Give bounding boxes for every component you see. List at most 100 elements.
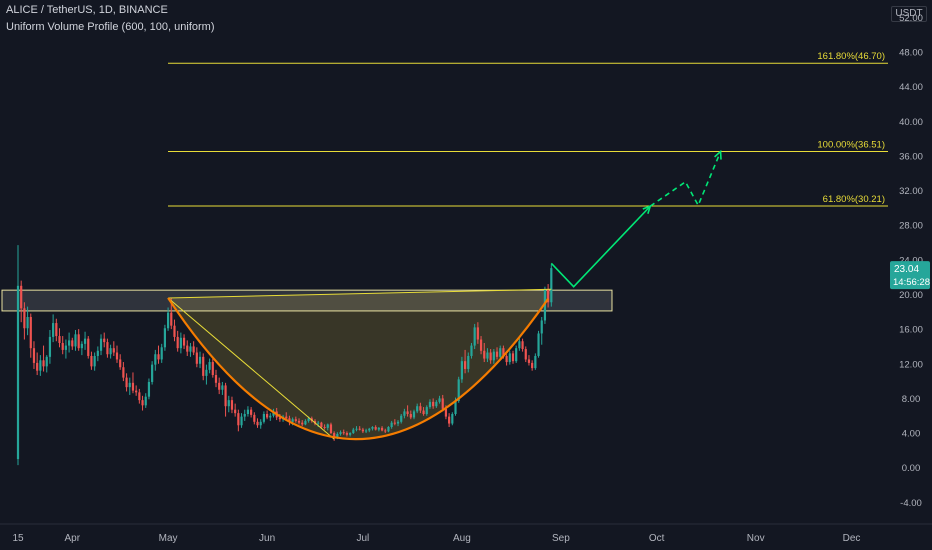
currency-unit-label[interactable]: USDT: [891, 6, 927, 22]
candle-body: [151, 364, 154, 382]
candle-body: [460, 361, 463, 380]
candle-body: [317, 422, 320, 424]
candle-body: [74, 334, 77, 347]
candle-body: [390, 422, 393, 427]
candle-body: [125, 377, 128, 388]
candle-body: [476, 327, 479, 340]
candle-body: [320, 422, 323, 427]
candle-body: [58, 336, 61, 343]
candle-body: [83, 338, 87, 344]
time-tick-label: Dec: [843, 533, 861, 544]
fib-level-label: 100.00%(36.51): [817, 139, 885, 150]
candle-body: [483, 350, 486, 359]
candle-body: [301, 422, 304, 425]
candle-body: [307, 418, 310, 421]
price-tick-label: 52.00: [899, 13, 923, 24]
candle-body: [250, 409, 253, 415]
candle-body: [71, 340, 74, 347]
candle-body: [371, 426, 374, 429]
fib-level-label: 161.80%(46.70): [817, 51, 885, 62]
candle-body: [141, 400, 144, 406]
candle-body: [278, 417, 281, 420]
candle-body: [160, 347, 163, 360]
candle-body: [342, 432, 345, 434]
candle-body: [119, 359, 122, 368]
price-tick-label: 4.00: [902, 429, 921, 440]
candle-body: [154, 354, 157, 365]
candle-body: [288, 418, 291, 422]
price-tick-label: 0.00: [902, 463, 921, 474]
candle-body: [29, 316, 32, 349]
candle-body: [489, 352, 492, 361]
candle-body: [349, 433, 352, 435]
candle-body: [122, 367, 125, 378]
trend-line: [167, 297, 335, 440]
candle-body: [294, 419, 297, 421]
candle-body: [234, 409, 237, 414]
candle-body: [182, 337, 186, 346]
candle-body: [323, 426, 326, 428]
candle-body: [291, 419, 294, 422]
symbol-title[interactable]: ALICE / TetherUS, 1D, BINANCE: [6, 4, 168, 16]
candle-body: [409, 414, 412, 418]
candle-body: [339, 432, 342, 434]
candle-body: [387, 426, 390, 432]
candle-body: [438, 398, 441, 402]
candle-body: [39, 360, 42, 371]
candle-body: [361, 429, 364, 432]
candle-body: [262, 414, 265, 422]
candle-body: [128, 382, 131, 388]
candle-body: [192, 346, 195, 353]
time-tick-label: Oct: [649, 533, 665, 544]
price-tick-label: 36.00: [899, 151, 923, 162]
candle-body: [499, 348, 502, 357]
candle-body: [198, 356, 202, 364]
candle-body: [208, 362, 211, 370]
candle-body: [502, 348, 505, 356]
price-tick-label: 28.00: [899, 221, 923, 232]
candle-body: [32, 348, 36, 363]
time-tick-label: Apr: [65, 533, 81, 544]
candle-body: [221, 385, 224, 390]
candle-body: [537, 333, 540, 356]
price-tick-label: 8.00: [902, 394, 921, 405]
candle-body: [486, 352, 489, 359]
candle-body: [527, 359, 531, 363]
price-tick-label: 44.00: [899, 82, 923, 93]
candle-body: [42, 360, 45, 367]
candle-body: [345, 433, 349, 435]
candle-body: [224, 385, 227, 407]
candle-body: [20, 285, 23, 309]
cup-fill: [168, 289, 552, 440]
candle-body: [176, 336, 179, 349]
candle-body: [435, 401, 438, 407]
indicator-title[interactable]: Uniform Volume Profile (600, 100, unifor…: [6, 21, 215, 33]
candle-body: [237, 413, 240, 426]
candle-body: [265, 414, 269, 418]
candle-body: [93, 355, 96, 367]
cup-rim-line: [168, 288, 552, 299]
price-tick-label: 16.00: [899, 325, 923, 336]
time-tick-label: May: [159, 533, 178, 544]
candle-body: [227, 400, 230, 407]
candle-body: [457, 379, 460, 402]
candle-body: [285, 416, 288, 419]
time-tick-label: Sep: [552, 533, 570, 544]
candle-body: [67, 340, 71, 346]
time-tick-label: Nov: [747, 533, 765, 544]
candle-body: [448, 416, 451, 424]
cup-curve: [167, 297, 550, 441]
last-price-badge: [890, 261, 930, 290]
price-tick-label: 12.00: [899, 359, 923, 370]
candle-body: [550, 268, 553, 303]
candle-body: [106, 342, 109, 355]
candle-body: [99, 338, 103, 351]
candle-body: [358, 428, 361, 430]
candle-body: [259, 421, 262, 426]
candle-body: [112, 348, 115, 353]
price-tick-label: 32.00: [899, 186, 923, 197]
candle-body: [87, 338, 90, 356]
candle-body: [218, 382, 221, 390]
